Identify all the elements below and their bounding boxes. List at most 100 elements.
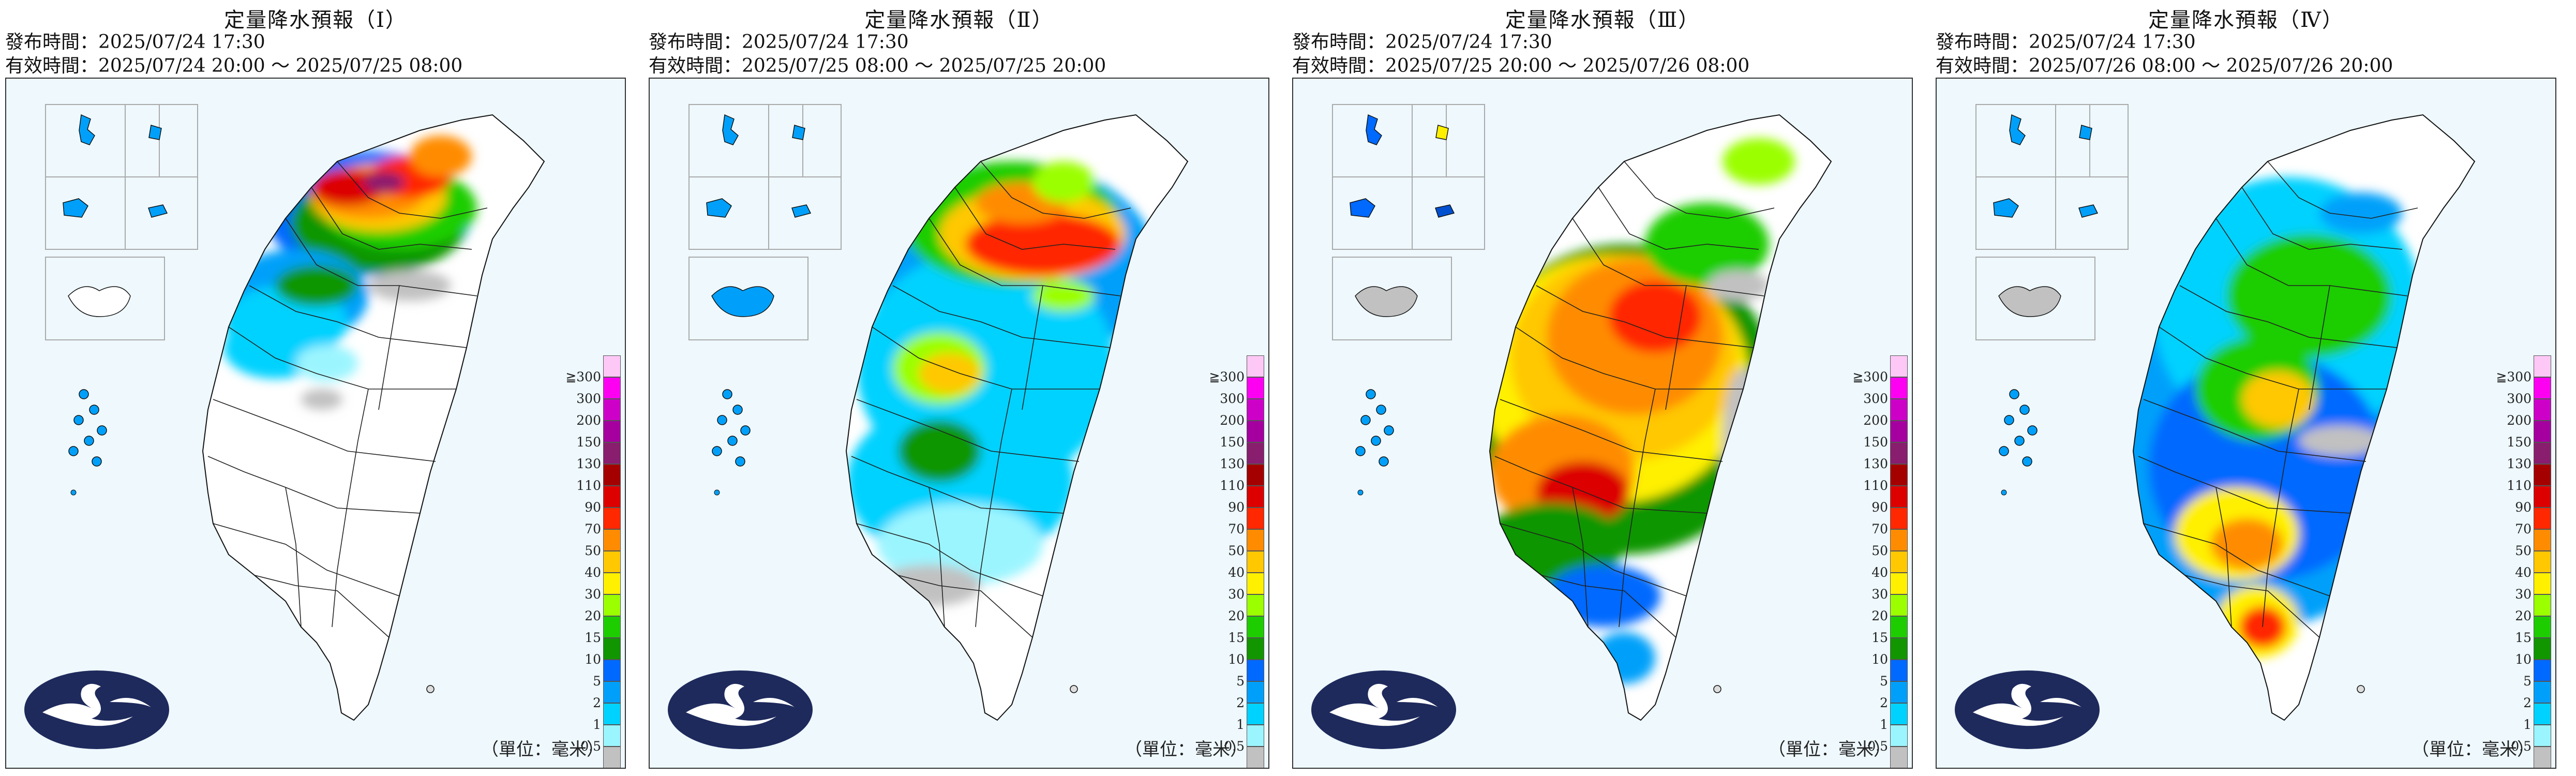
legend-row: ≧300 <box>1206 355 1268 384</box>
legend-row: 0.5 <box>2493 725 2555 754</box>
map-frame: ≧300 300 200 150 130 110 90 70 50 40 30 20 15 10 5 2 1 0.… <box>649 78 1269 769</box>
penghu-islands <box>1999 389 2365 693</box>
legend-row: 40 <box>1850 551 1912 580</box>
county-boundary <box>2309 285 2330 410</box>
legend-label: ≧300 <box>1209 369 1245 384</box>
county-boundary <box>1665 285 1687 410</box>
map-frame: ≧300 300 200 150 130 110 90 70 50 40 30 20 15 10 5 2 1 0.… <box>1292 78 1913 769</box>
legend-row: 15 <box>1206 616 1268 645</box>
legend-color-swatch <box>603 377 621 399</box>
legend-color-swatch <box>2534 660 2551 681</box>
legend-label: 300 <box>576 391 601 406</box>
rain-field <box>2133 177 2438 658</box>
legend-color-swatch <box>603 616 621 638</box>
legend-color-swatch <box>1247 377 1264 399</box>
legend-row: 2 <box>1206 681 1268 710</box>
rain-blob <box>2299 425 2382 456</box>
legend-color-swatch <box>1247 551 1264 573</box>
panel-title: 定量降水預報（Ⅱ） <box>864 8 1054 32</box>
unit-label: （單位：毫米） <box>1125 739 1248 760</box>
legend-row: 130 <box>1850 442 1912 471</box>
legend-row: 5 <box>2493 660 2555 689</box>
legend-row: 1 <box>563 703 625 732</box>
legend-label: 0.5 <box>2511 739 2532 754</box>
county-boundary <box>254 575 390 638</box>
legend-color-swatch <box>2534 573 2551 594</box>
legend-row: 40 <box>2493 551 2555 580</box>
penghu-islands <box>68 389 435 693</box>
county-boundary <box>2159 326 2387 390</box>
legend-color-swatch <box>1890 638 1908 660</box>
legend-color-swatch <box>2534 529 2551 551</box>
county-boundary <box>378 285 400 410</box>
rain-blob <box>1723 138 1795 185</box>
legend-color-swatch <box>2534 421 2551 442</box>
rain-blob <box>965 213 1120 275</box>
legend-color-swatch <box>2534 464 2551 486</box>
legend-label: 20 <box>1871 608 1888 623</box>
county-boundary <box>1500 399 1723 462</box>
legend-row: 50 <box>2493 529 2555 558</box>
county-boundary <box>1572 487 1589 628</box>
legend-color-swatch <box>2534 594 2551 616</box>
legend-label: 40 <box>2515 565 2532 580</box>
legend-row: 20 <box>1850 594 1912 623</box>
legend-row: 110 <box>1206 464 1268 493</box>
legend-label: 2 <box>593 695 601 710</box>
issue-time: 發布時間：2025/07/24 17:30 <box>1292 32 1552 53</box>
legend-color-swatch <box>603 529 621 551</box>
legend-row <box>1850 747 1912 768</box>
legend-color-swatch <box>1890 464 1908 486</box>
legend-row: 70 <box>1206 508 1268 536</box>
county-boundary <box>1536 285 1754 348</box>
legend-row: 5 <box>563 660 625 689</box>
legend-label: 50 <box>1871 543 1888 558</box>
legend-row: 2 <box>1850 681 1912 710</box>
legend-color-swatch <box>2534 725 2551 747</box>
county-boundary <box>1500 523 1687 596</box>
legend-color-swatch <box>1890 725 1908 747</box>
legend-row: ≧300 <box>563 355 625 384</box>
legend-row: ≧300 <box>2493 355 2555 384</box>
legend-label: 2 <box>2523 695 2532 710</box>
legend-label: 40 <box>1228 565 1245 580</box>
cwa-logo <box>24 670 169 749</box>
legend-row: 5 <box>1850 660 1912 689</box>
legend-row: 130 <box>563 442 625 471</box>
rain-blob <box>1032 161 1095 203</box>
county-boundary <box>975 389 1012 628</box>
legend-label: 40 <box>585 565 601 580</box>
legend-label: 130 <box>576 456 601 471</box>
legend-row: 15 <box>2493 616 2555 645</box>
legend-row: 90 <box>2493 486 2555 515</box>
legend-label: 20 <box>1228 608 1245 623</box>
county-boundary <box>311 187 472 250</box>
rain-blob <box>301 389 342 410</box>
legend-row: 90 <box>1206 486 1268 515</box>
cwa-logo <box>1955 670 2100 749</box>
legend-color-swatch <box>1247 660 1264 681</box>
legend-label: 5 <box>2523 674 2532 689</box>
legend-row: 130 <box>2493 442 2555 471</box>
county-boundary <box>337 161 488 219</box>
legend-label: 70 <box>1871 521 1888 536</box>
legend-color-swatch <box>603 421 621 442</box>
rain-blob <box>1547 565 1660 627</box>
legend-label: 30 <box>2515 587 2532 602</box>
legend-color-swatch <box>603 638 621 660</box>
rainfall-map <box>668 104 1189 749</box>
legend-row <box>2493 747 2555 768</box>
coastline <box>845 114 1189 721</box>
legend-color-swatch <box>1890 508 1908 529</box>
legend-row: 130 <box>1206 442 1268 471</box>
rain-blob <box>275 265 358 306</box>
legend-row: 50 <box>563 529 625 558</box>
legend-label: 200 <box>576 413 601 428</box>
legend-row: 110 <box>1850 464 1912 493</box>
legend-row: 2 <box>563 681 625 710</box>
legend-label: 50 <box>585 543 601 558</box>
coastline <box>202 114 545 721</box>
legend-color-swatch <box>2534 486 2551 508</box>
legend-label: 150 <box>1863 435 1888 450</box>
county-boundary <box>332 389 369 628</box>
